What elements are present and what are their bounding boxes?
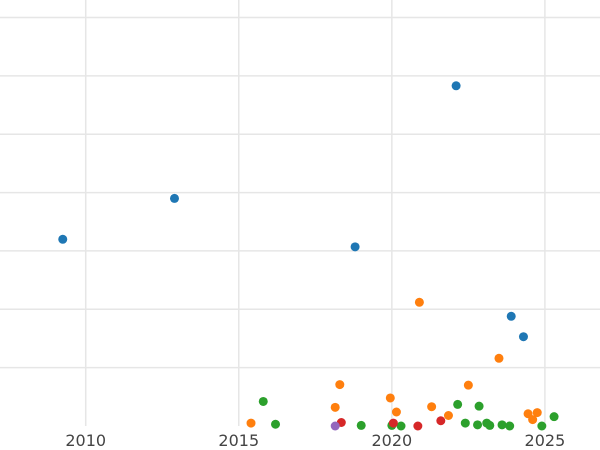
data-point [518,332,528,342]
data-point [463,380,473,390]
data-points [58,81,559,431]
data-point [388,418,398,428]
data-point [335,380,345,390]
data-point [497,420,507,430]
x-tick-label: 2020 [371,431,412,450]
data-point [356,420,366,430]
data-point [485,420,495,430]
data-point [443,410,453,420]
data-point [494,353,504,363]
x-tick-label: 2015 [218,431,259,450]
data-point [549,412,559,422]
data-point [246,418,256,428]
data-point [330,402,340,412]
data-point [169,193,179,203]
data-point [537,421,547,431]
data-point [528,415,538,425]
data-point [271,419,281,429]
x-tick-label: 2010 [65,431,106,450]
data-point [330,421,340,431]
data-point [436,416,446,426]
data-point [385,393,395,403]
data-point [414,297,424,307]
data-point [396,421,406,431]
x-tick-labels: 2010 2015 2020 2025 [65,431,565,450]
data-point [505,421,515,431]
data-point [453,399,463,409]
data-point [391,407,401,417]
data-point [474,401,484,411]
data-point [350,242,360,252]
data-point [258,396,268,406]
data-point [413,421,423,431]
x-tick-label: 2025 [525,431,566,450]
data-point [473,420,483,430]
data-point [506,311,516,321]
data-point [451,81,461,91]
x-gridlines [84,0,546,426]
y-gridlines [0,16,600,369]
data-point [460,418,470,428]
data-point [532,408,542,418]
data-point [427,402,437,412]
data-point [58,234,68,244]
